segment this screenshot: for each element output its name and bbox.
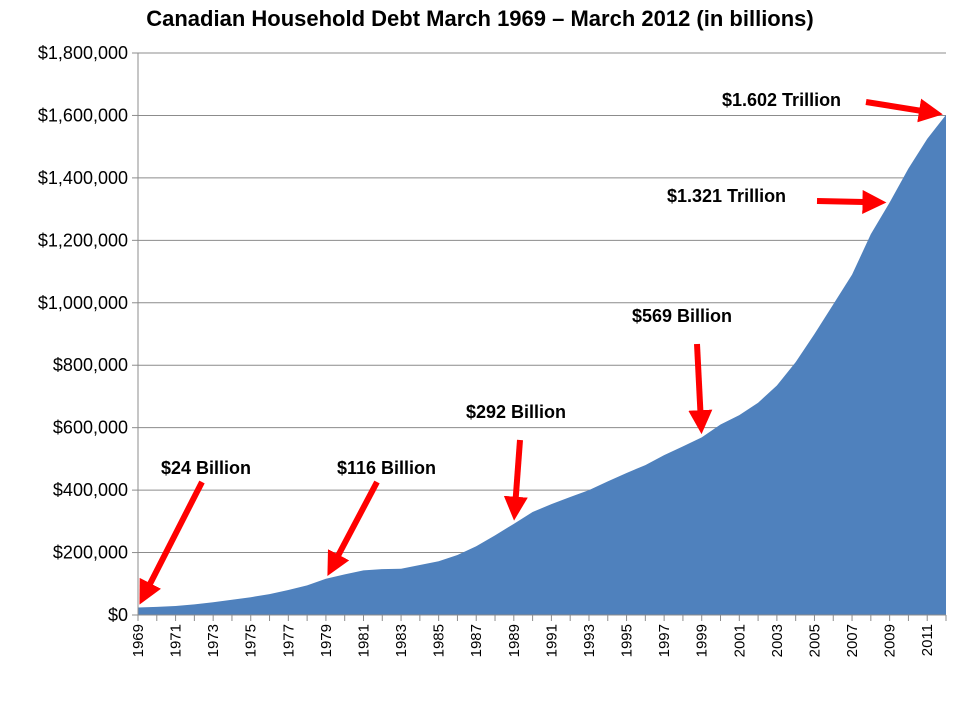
annotation-label: $1.321 Trillion (667, 186, 786, 206)
annotation-116-billion: $116 Billion (327, 458, 436, 576)
annotation-label: $1.602 Trillion (722, 90, 841, 110)
x-axis-ticks: 1969 1971 1973 1975 1977 1979 1981 1983 1985 1987… (130, 615, 947, 657)
y-tick-label: $1,600,000 (38, 105, 128, 125)
x-tick-label: 2001 (731, 624, 748, 657)
axes (137, 53, 946, 616)
annotation-arrow (688, 343, 713, 435)
annotation-arrow (139, 480, 205, 605)
area-layer (138, 114, 946, 615)
x-tick-label: 1981 (355, 624, 372, 657)
x-tick-label: 1987 (468, 624, 485, 657)
annotation-arrow (865, 98, 943, 123)
x-tick-label: 1971 (168, 624, 185, 657)
y-tick-label: $1,200,000 (38, 230, 128, 250)
x-tick-label: 1983 (393, 624, 410, 657)
x-tick-label: 2007 (844, 624, 861, 657)
x-tick-label: 1995 (619, 624, 636, 657)
y-axis-ticks: $0 $200,000 $400,000 $600,000 $800,000 $1,000… (38, 43, 138, 625)
x-tick-label: 1989 (506, 624, 523, 657)
annotation-292-billion: $292 Billion (466, 402, 566, 521)
x-tick-label: 2003 (769, 624, 786, 657)
annotation-arrow (503, 439, 528, 521)
y-tick-label: $200,000 (53, 543, 128, 563)
x-tick-label: 1991 (543, 624, 560, 657)
y-tick-label: $600,000 (53, 418, 128, 438)
y-tick-label: $800,000 (53, 355, 128, 375)
x-tick-label: 1985 (431, 624, 448, 657)
x-tick-label: 1979 (318, 624, 335, 657)
x-tick-label: 1973 (205, 624, 222, 657)
annotation-label: $569 Billion (632, 306, 732, 326)
x-tick-label: 2009 (882, 624, 899, 657)
x-tick-label: 1993 (581, 624, 598, 657)
grid-lines (138, 52, 946, 554)
annotation-arrow (327, 480, 380, 576)
y-tick-label: $1,400,000 (38, 168, 128, 188)
y-tick-label: $0 (108, 605, 128, 625)
annotation-24-billion: $24 Billion (139, 458, 251, 605)
annotation-569-billion: $569 Billion (632, 306, 732, 435)
debt-area (138, 114, 946, 615)
x-tick-label: 2005 (806, 624, 823, 657)
x-tick-label: 1977 (280, 624, 297, 657)
annotations: $24 Billion $116 Billion $292 Billion $569 … (139, 90, 943, 605)
annotation-label: $292 Billion (466, 402, 566, 422)
annotation-arrow (816, 189, 887, 214)
y-tick-label: $400,000 (53, 480, 128, 500)
annotation-label: $116 Billion (337, 458, 436, 478)
x-tick-label: 1997 (656, 624, 673, 657)
x-tick-label: 1969 (130, 624, 147, 657)
x-tick-label: 1975 (243, 624, 260, 657)
annotation-1-602-trillion: $1.602 Trillion (722, 90, 943, 123)
y-tick-label: $1,800,000 (38, 43, 128, 63)
x-tick-label: 1999 (694, 624, 711, 657)
annotation-1-321-trillion: $1.321 Trillion (667, 186, 887, 214)
annotation-label: $24 Billion (161, 458, 251, 478)
chart-title: Canadian Household Debt March 1969 – Mar… (146, 6, 814, 31)
x-tick-label: 2011 (919, 624, 936, 656)
y-tick-label: $1,000,000 (38, 293, 128, 313)
